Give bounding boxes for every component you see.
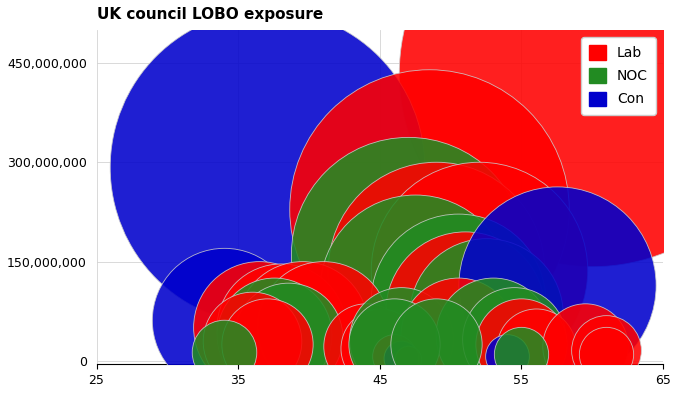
Point [360,343,371,349]
Point [247,338,258,344]
Point [388,341,399,347]
Point [502,353,513,360]
Point [318,323,329,330]
Point [396,336,407,342]
Point [601,347,612,353]
Point [261,164,272,170]
Point [374,345,385,351]
Point [282,334,293,340]
Point [431,341,442,347]
Point [403,356,414,362]
Point [296,323,307,330]
Point [452,298,463,305]
Point [487,331,498,338]
Point [452,331,463,338]
Point [388,353,399,360]
Point [396,355,407,362]
Point [431,266,442,273]
Point [460,308,471,314]
Point [601,351,612,358]
Point [268,331,279,338]
Point [580,343,591,349]
Legend: Lab, NOC, Con: Lab, NOC, Con [581,37,656,115]
Point [516,341,527,347]
Text: UK council LOBO exposure: UK council LOBO exposure [96,7,323,22]
Point [473,266,484,273]
Point [551,282,562,288]
Point [218,317,229,323]
Point [261,341,272,347]
Point [218,349,229,355]
Point [254,323,265,330]
Point [587,70,598,76]
Point [516,351,527,358]
Point [424,206,435,212]
Point [509,336,520,342]
Point [403,251,414,257]
Point [275,325,286,331]
Point [530,345,541,351]
Point [410,286,420,293]
Point [481,312,492,318]
